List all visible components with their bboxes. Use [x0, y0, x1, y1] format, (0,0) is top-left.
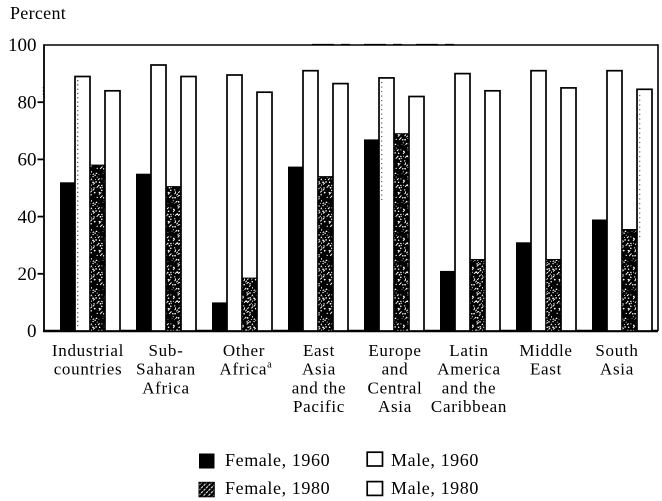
svg-text:Pacific: Pacific [293, 397, 345, 416]
svg-text:and the: and the [442, 378, 496, 397]
svg-text:Latin: Latin [449, 341, 488, 360]
svg-text:Saharan: Saharan [136, 360, 196, 379]
svg-text:Sub-: Sub- [149, 341, 184, 360]
svg-text:Other: Other [223, 341, 265, 360]
svg-text:Male, 1960: Male, 1960 [391, 450, 479, 470]
svg-text:60: 60 [18, 150, 37, 171]
svg-text:America: America [437, 360, 500, 379]
svg-text:Middle: Middle [519, 341, 572, 360]
svg-text:Female, 1960: Female, 1960 [225, 450, 330, 470]
svg-text:Africaa: Africaa [220, 360, 273, 379]
svg-text:40: 40 [18, 207, 37, 228]
svg-text:and the: and the [292, 378, 346, 397]
svg-text:80: 80 [18, 92, 37, 113]
svg-text:and: and [382, 360, 409, 379]
svg-text:Female, 1980: Female, 1980 [225, 478, 330, 498]
svg-text:East: East [303, 341, 335, 360]
svg-text:0: 0 [27, 321, 37, 342]
svg-text:South: South [595, 341, 638, 360]
svg-text:Africa: Africa [142, 378, 190, 397]
svg-text:Asia: Asia [378, 397, 412, 416]
svg-text:Industrial: Industrial [52, 341, 124, 360]
svg-text:East: East [530, 360, 562, 379]
svg-text:Asia: Asia [302, 360, 336, 379]
svg-text:Percent: Percent [10, 3, 66, 23]
svg-text:Central: Central [368, 378, 423, 397]
svg-text:100: 100 [8, 35, 37, 56]
svg-text:20: 20 [18, 264, 37, 285]
svg-text:Male, 1980: Male, 1980 [391, 478, 479, 498]
svg-text:Asia: Asia [600, 360, 634, 379]
svg-text:Europe: Europe [368, 341, 421, 360]
svg-text:Caribbean: Caribbean [431, 397, 507, 416]
svg-text:countries: countries [54, 360, 123, 379]
